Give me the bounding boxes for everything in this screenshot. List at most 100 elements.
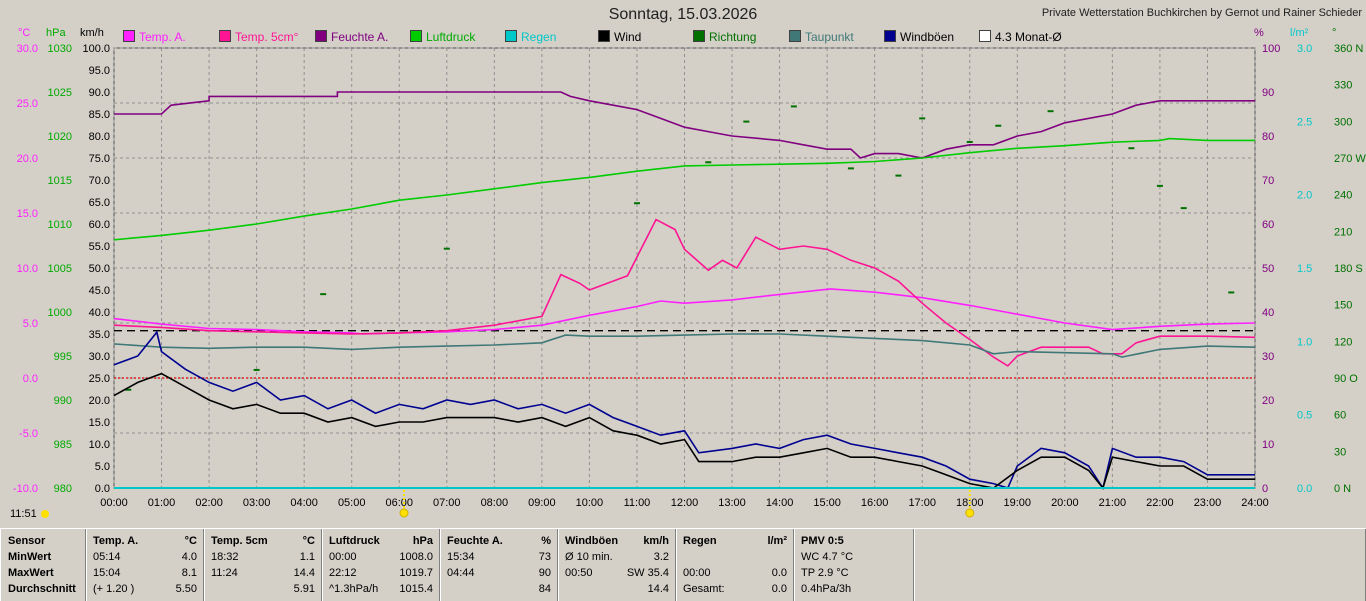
temp-tick-label: 10.0 bbox=[17, 263, 38, 275]
cell-time: Gesamt: bbox=[683, 583, 725, 595]
cell-value: 0.0 bbox=[771, 567, 787, 579]
legend-swatch bbox=[979, 30, 991, 42]
legend-item: 4.3 Monat-Ø bbox=[979, 30, 1062, 44]
legend-swatch bbox=[884, 30, 896, 42]
x-tick-label: 05:00 bbox=[338, 497, 366, 509]
rain-tick-label: 1.5 bbox=[1297, 263, 1312, 275]
x-tick-label: 21:00 bbox=[1099, 497, 1127, 509]
wind-tick-label: 35.0 bbox=[89, 329, 110, 341]
column-unit: km/h bbox=[643, 535, 669, 547]
cell-value: 73 bbox=[538, 551, 551, 563]
legend-item: Windböen bbox=[884, 30, 954, 44]
column-header: Feuchte A. bbox=[447, 535, 503, 547]
sun-marker bbox=[965, 508, 975, 518]
pressure-tick-label: 985 bbox=[54, 439, 72, 451]
direction-tick-label: 60 bbox=[1334, 410, 1346, 422]
cell-value: 1019.7 bbox=[399, 567, 433, 579]
temp-tick-label: 0.0 bbox=[23, 373, 38, 385]
rain-tick-label: 0.5 bbox=[1297, 410, 1312, 422]
cell-value: 90 bbox=[538, 567, 551, 579]
wind-tick-label: 50.0 bbox=[89, 263, 110, 275]
legend-label: Temp. 5cm° bbox=[235, 30, 299, 44]
legend-label: Regen bbox=[521, 30, 557, 44]
pressure-tick-label: 980 bbox=[54, 483, 72, 495]
row-label: Durchschnitt bbox=[8, 583, 76, 595]
temp-unit-label: °C bbox=[18, 27, 31, 39]
x-tick-label: 00:00 bbox=[100, 497, 128, 509]
pressure-unit-label: hPa bbox=[46, 27, 66, 39]
current-time: 11:51 bbox=[10, 508, 37, 520]
column-header: Temp. 5cm bbox=[211, 535, 268, 547]
cell-time: 00:50 bbox=[565, 567, 593, 579]
wind-tick-label: 70.0 bbox=[89, 175, 110, 187]
x-tick-label: 08:00 bbox=[481, 497, 509, 509]
wind-tick-label: 75.0 bbox=[89, 153, 110, 165]
column-header: PMV 0:5 bbox=[801, 535, 844, 547]
temp-tick-label: 25.0 bbox=[17, 98, 38, 110]
x-tick-label: 03:00 bbox=[243, 497, 271, 509]
pressure-tick-label: 990 bbox=[54, 395, 72, 407]
wind-tick-label: 95.0 bbox=[89, 65, 110, 77]
column-header: Windböen bbox=[565, 535, 619, 547]
humidity-unit-label: % bbox=[1254, 27, 1264, 39]
legend-item: Taupunkt bbox=[789, 30, 854, 44]
legend-label: Temp. A. bbox=[139, 30, 186, 44]
legend-swatch bbox=[123, 30, 135, 42]
series-line bbox=[113, 137, 1255, 241]
legend-swatch bbox=[789, 30, 801, 42]
wind-tick-label: 20.0 bbox=[89, 395, 110, 407]
legend-item: Temp. A. bbox=[123, 30, 186, 44]
direction-tick-label: 120 bbox=[1334, 336, 1352, 348]
column-unit: °C bbox=[184, 535, 197, 547]
direction-tick-label: 0 N bbox=[1334, 483, 1351, 495]
row-label: Sensor bbox=[8, 535, 46, 547]
rain-unit-label: l/m² bbox=[1290, 27, 1309, 39]
cell-time: 22:12 bbox=[329, 567, 357, 579]
legend-label: Taupunkt bbox=[805, 30, 854, 44]
temp-tick-label: -10.0 bbox=[13, 483, 38, 495]
cell-time: 15:04 bbox=[93, 567, 121, 579]
humidity-tick-label: 100 bbox=[1262, 43, 1280, 55]
x-tick-label: 14:00 bbox=[766, 497, 794, 509]
humidity-tick-label: 30 bbox=[1262, 351, 1274, 363]
x-tick-label: 02:00 bbox=[195, 497, 223, 509]
wind-tick-label: 25.0 bbox=[89, 373, 110, 385]
wind-tick-label: 30.0 bbox=[89, 351, 110, 363]
humidity-tick-label: 90 bbox=[1262, 87, 1274, 99]
column-header: Regen bbox=[683, 535, 717, 547]
direction-unit-label: ° bbox=[1332, 27, 1337, 39]
cell-time: 00:00 bbox=[683, 567, 711, 579]
cell-value: 3.2 bbox=[653, 551, 669, 563]
temp-tick-label: 30.0 bbox=[17, 43, 38, 55]
humidity-tick-label: 0 bbox=[1262, 483, 1268, 495]
wind-tick-label: 5.0 bbox=[95, 461, 110, 473]
pressure-tick-label: 1000 bbox=[48, 307, 72, 319]
cell-time: 18:32 bbox=[211, 551, 239, 563]
pressure-tick-label: 1025 bbox=[48, 87, 72, 99]
humidity-tick-label: 80 bbox=[1262, 131, 1274, 143]
x-tick-label: 06:00 bbox=[385, 497, 413, 509]
wind-tick-label: 15.0 bbox=[89, 417, 110, 429]
direction-tick-label: 360 N bbox=[1334, 43, 1363, 55]
x-tick-label: 22:00 bbox=[1146, 497, 1174, 509]
legend-label: Feuchte A. bbox=[331, 30, 389, 44]
wind-tick-label: 40.0 bbox=[89, 307, 110, 319]
row-label: MinWert bbox=[8, 551, 52, 563]
rain-tick-label: 2.0 bbox=[1297, 190, 1312, 202]
rain-tick-label: 2.5 bbox=[1297, 116, 1312, 128]
cell-value: SW 35.4 bbox=[626, 567, 669, 579]
series-line bbox=[113, 288, 1256, 335]
legend-item: Temp. 5cm° bbox=[219, 30, 298, 44]
cell-time: ^1.3hPa/h bbox=[329, 583, 379, 595]
pressure-tick-label: 1030 bbox=[48, 43, 72, 55]
cell-value: 84 bbox=[538, 583, 551, 595]
direction-tick-label: 300 bbox=[1334, 116, 1352, 128]
chart-title: Sonntag, 15.03.2026 bbox=[608, 6, 758, 23]
wind-tick-label: 55.0 bbox=[89, 241, 110, 253]
direction-tick-label: 30 bbox=[1334, 446, 1346, 458]
temp-tick-label: 5.0 bbox=[23, 318, 38, 330]
x-tick-label: 23:00 bbox=[1194, 497, 1222, 509]
wind-tick-label: 65.0 bbox=[89, 197, 110, 209]
x-tick-label: 19:00 bbox=[1004, 497, 1032, 509]
legend-label: Luftdruck bbox=[426, 30, 476, 44]
